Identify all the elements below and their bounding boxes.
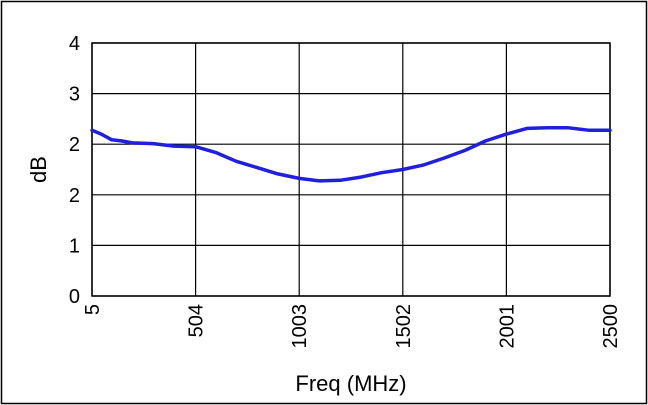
y-tick-label: 4 bbox=[69, 33, 80, 55]
plot-area bbox=[91, 42, 611, 297]
series-line-0 bbox=[90, 126, 612, 183]
x-tick-label: 5 bbox=[82, 304, 104, 315]
x-tick-labels: 5 504 1003 1502 2001 2500 bbox=[82, 304, 622, 349]
y-tick-label: 2 bbox=[69, 134, 80, 156]
x-tick-label: 504 bbox=[186, 304, 208, 337]
y-tick-label: 3 bbox=[69, 84, 80, 106]
x-tick-label: 2001 bbox=[496, 304, 518, 349]
y-tick-label: 0 bbox=[69, 286, 80, 308]
series-layer bbox=[90, 126, 612, 183]
y-tick-labels: 0 1 2 2 3 4 bbox=[69, 33, 80, 308]
y-tick-label: 1 bbox=[69, 235, 80, 257]
x-tick-label: 1003 bbox=[289, 304, 311, 349]
x-axis-label: Freq (MHz) bbox=[295, 371, 406, 396]
x-tick-label: 2500 bbox=[600, 304, 622, 349]
y-tick-label: 2 bbox=[69, 185, 80, 207]
x-tick-label: 1502 bbox=[393, 304, 415, 349]
y-axis-label: dB bbox=[26, 156, 51, 183]
